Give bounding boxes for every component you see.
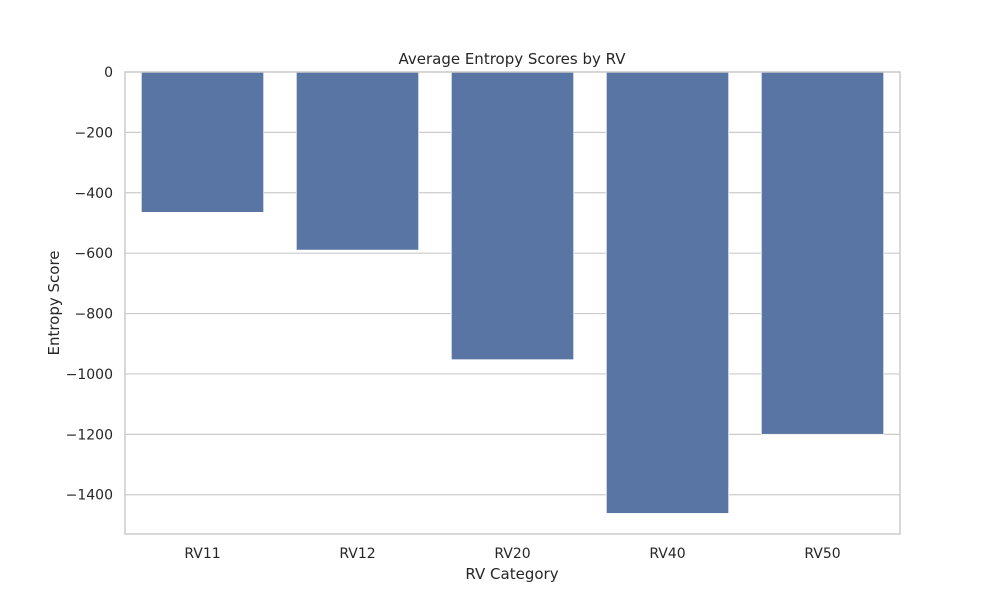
y-tick-label: −1200 [66,427,113,443]
bar-rv20 [450,71,575,361]
bar-rv12 [295,71,420,251]
y-tick-label: −200 [75,125,113,141]
bar-rv40 [605,71,730,514]
x-tick-label: RV11 [184,546,220,562]
chart-title: Average Entropy Scores by RV [398,50,626,68]
bar-rv11 [140,71,265,213]
bar-rv50 [760,71,885,435]
y-tick-label: −1000 [66,367,113,383]
x-tick-label: RV40 [649,546,685,562]
x-tick-label: RV12 [339,546,375,562]
y-tick-label: −400 [75,186,113,202]
y-tick-label: −1400 [66,488,113,504]
x-tick-label: RV50 [804,546,840,562]
bars [140,71,885,514]
y-axis-label: Entropy Score [45,250,63,355]
x-axis-label: RV Category [465,565,558,583]
y-tick-label: −800 [75,307,113,323]
y-tick-label: 0 [104,65,113,81]
y-axis-ticks: 0 −200 −400 −600 −800 −1000 −1200 −1400 [66,65,113,504]
x-tick-label: RV20 [494,546,530,562]
y-tick-label: −600 [75,246,113,262]
plot-frame [124,71,901,535]
x-axis-ticks: RV11 RV12 RV20 RV40 RV50 [184,546,840,562]
